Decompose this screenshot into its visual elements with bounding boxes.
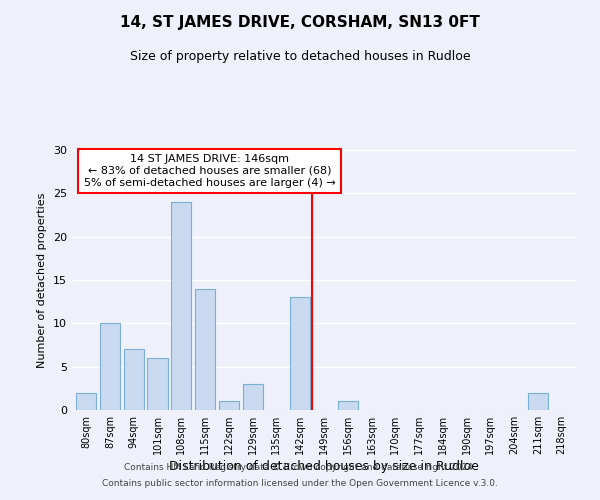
Bar [195, 288, 215, 410]
Text: 14 ST JAMES DRIVE: 146sqm
← 83% of detached houses are smaller (68)
5% of semi-d: 14 ST JAMES DRIVE: 146sqm ← 83% of detac… [84, 154, 336, 188]
Bar [290, 298, 310, 410]
Bar [338, 402, 358, 410]
Bar [100, 324, 120, 410]
Text: 14, ST JAMES DRIVE, CORSHAM, SN13 0FT: 14, ST JAMES DRIVE, CORSHAM, SN13 0FT [120, 15, 480, 30]
Bar [219, 402, 239, 410]
Text: Size of property relative to detached houses in Rudloe: Size of property relative to detached ho… [130, 50, 470, 63]
Text: Contains HM Land Registry data © Crown copyright and database right 2024.: Contains HM Land Registry data © Crown c… [124, 464, 476, 472]
Bar [148, 358, 167, 410]
Bar [171, 202, 191, 410]
X-axis label: Distribution of detached houses by size in Rudloe: Distribution of detached houses by size … [169, 460, 479, 473]
Bar [124, 350, 144, 410]
Bar [528, 392, 548, 410]
Bar [76, 392, 97, 410]
Text: Contains public sector information licensed under the Open Government Licence v.: Contains public sector information licen… [102, 478, 498, 488]
Bar [242, 384, 263, 410]
Y-axis label: Number of detached properties: Number of detached properties [37, 192, 47, 368]
